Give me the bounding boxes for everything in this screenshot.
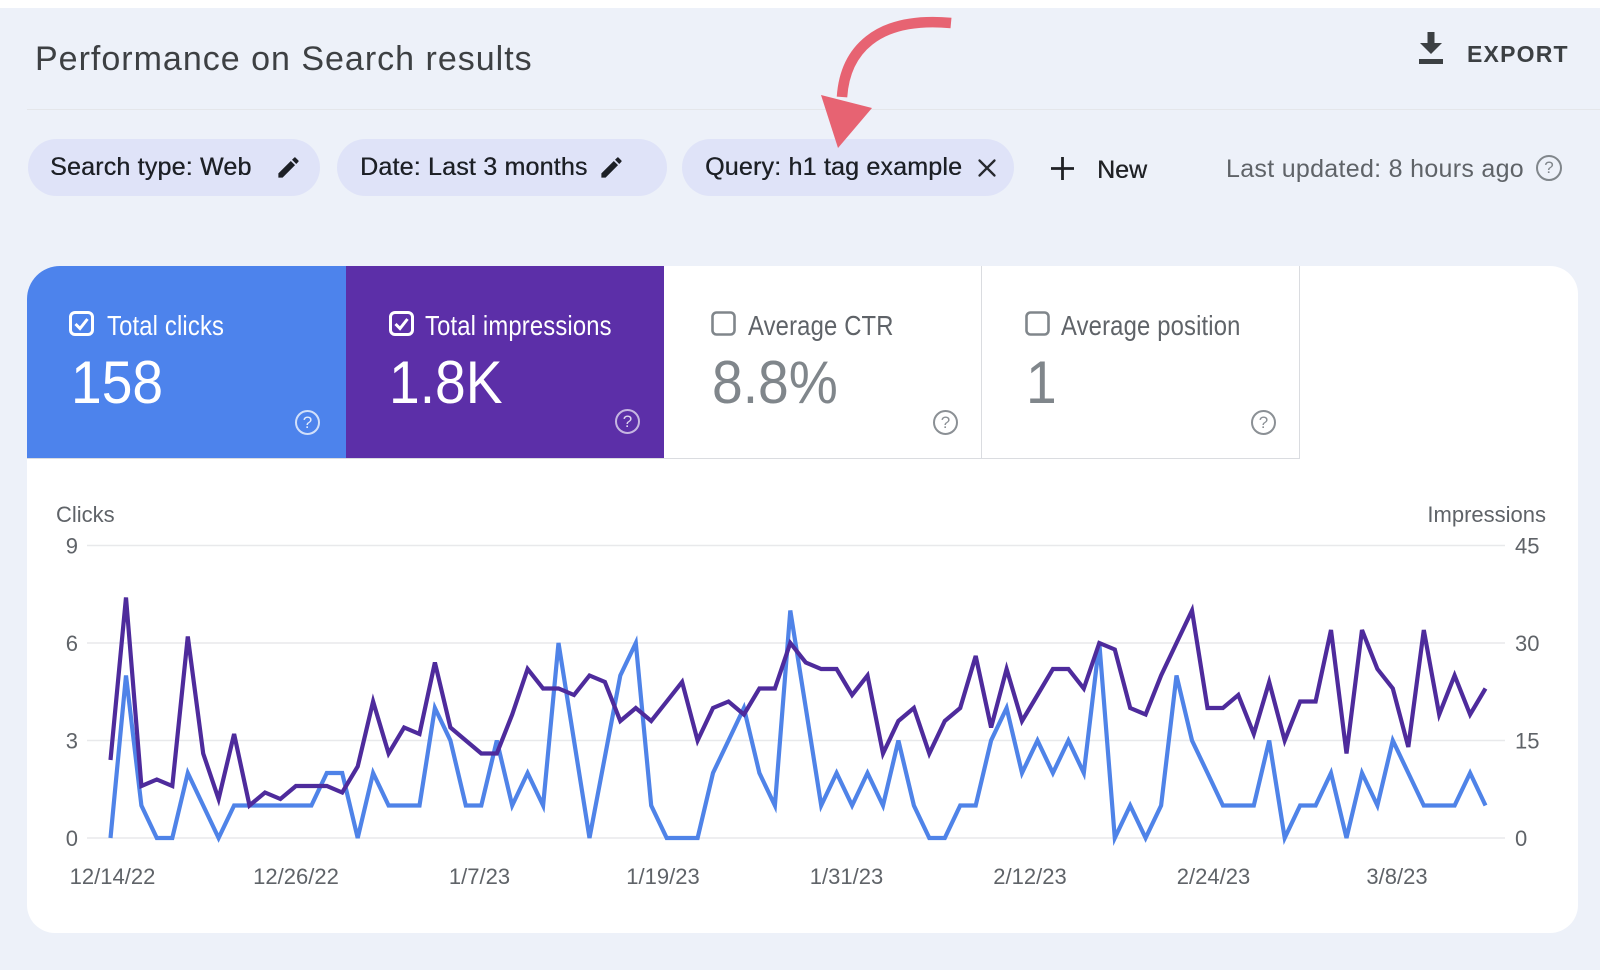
svg-text:1/31/23: 1/31/23 — [810, 864, 883, 889]
svg-text:6: 6 — [66, 631, 78, 656]
svg-text:Clicks: Clicks — [56, 502, 115, 527]
svg-text:12/26/22: 12/26/22 — [253, 864, 339, 889]
svg-text:0: 0 — [66, 826, 78, 851]
svg-text:3/8/23: 3/8/23 — [1366, 864, 1427, 889]
svg-text:12/14/22: 12/14/22 — [70, 864, 156, 889]
svg-text:2/12/23: 2/12/23 — [993, 864, 1066, 889]
svg-text:30: 30 — [1515, 631, 1539, 656]
svg-text:Impressions: Impressions — [1427, 502, 1546, 527]
svg-text:9: 9 — [66, 534, 78, 559]
svg-text:3: 3 — [66, 729, 78, 754]
svg-text:45: 45 — [1515, 534, 1539, 559]
svg-text:1/19/23: 1/19/23 — [626, 864, 699, 889]
svg-text:2/24/23: 2/24/23 — [1177, 864, 1250, 889]
svg-text:0: 0 — [1515, 826, 1527, 851]
svg-text:15: 15 — [1515, 729, 1539, 754]
svg-text:1/7/23: 1/7/23 — [449, 864, 510, 889]
